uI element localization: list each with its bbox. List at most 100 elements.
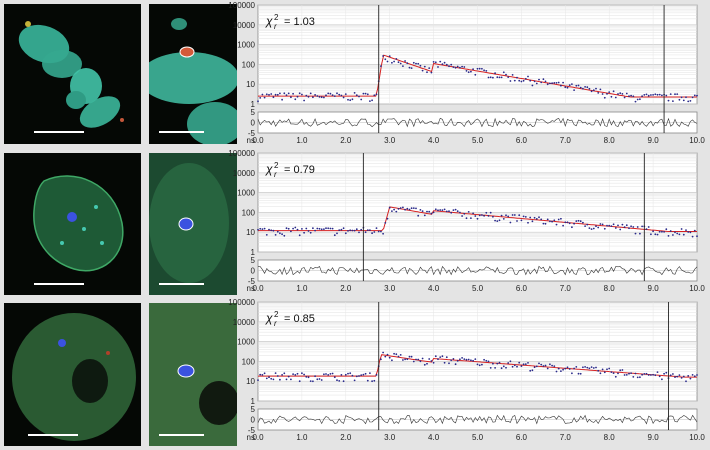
data-point (632, 226, 635, 228)
data-point (261, 228, 264, 231)
data-point (355, 94, 358, 97)
data-point (408, 208, 411, 211)
data-point (327, 92, 330, 95)
data-point (305, 376, 308, 378)
cell-c-overview-graphic (12, 313, 136, 441)
x-tick-label: 7.0 (560, 136, 572, 145)
chi-subscript: r (274, 170, 277, 179)
data-point (263, 96, 266, 99)
data-point (485, 359, 488, 362)
data-point (621, 93, 624, 95)
x-tick-label: 6.0 (516, 433, 528, 442)
data-point (485, 211, 488, 214)
data-point (575, 220, 578, 223)
data-point (358, 231, 360, 234)
data-point (259, 373, 262, 376)
data-point (590, 90, 593, 93)
data-point (325, 373, 327, 375)
data-point (496, 76, 499, 79)
data-point (685, 380, 687, 383)
data-point (560, 370, 562, 372)
data-point (489, 367, 492, 369)
data-point (303, 99, 305, 102)
data-point (610, 225, 613, 228)
data-point (560, 84, 562, 87)
data-point (437, 209, 439, 212)
data-point (595, 87, 597, 90)
data-point (568, 368, 571, 370)
data-point (546, 83, 549, 86)
data-point (630, 372, 632, 374)
data-point (623, 96, 626, 99)
x-tick-label: 4.0 (428, 136, 440, 145)
data-point (395, 210, 398, 213)
data-point (535, 365, 538, 368)
residual-tick-label: -5 (248, 277, 256, 286)
data-point (647, 226, 650, 228)
data-point (652, 373, 654, 376)
x-tick-label: 3.0 (384, 284, 396, 293)
data-point (652, 94, 654, 96)
data-point (309, 380, 312, 382)
data-point (696, 235, 698, 238)
data-point (551, 82, 553, 85)
data-point (406, 358, 409, 361)
data-point (292, 92, 294, 95)
data-point (290, 96, 292, 99)
x-tick-label: 5.0 (472, 284, 484, 293)
data-point (566, 221, 569, 224)
data-point (305, 94, 308, 97)
y-tick-label: 10 (246, 228, 255, 237)
data-point (338, 229, 341, 232)
data-point (505, 214, 507, 217)
data-point (395, 353, 398, 356)
data-point (426, 362, 428, 365)
x-unit-label: ns (247, 433, 255, 442)
data-point (647, 94, 650, 97)
data-point (476, 67, 479, 70)
data-point (426, 210, 428, 213)
data-point (340, 374, 343, 376)
data-point (584, 225, 586, 228)
data-point (360, 98, 363, 101)
data-point (415, 207, 417, 210)
data-point (472, 212, 474, 215)
data-point (296, 228, 299, 231)
cells-a-overview-graphic (18, 21, 124, 128)
data-point (261, 374, 264, 376)
data-point (373, 379, 376, 382)
data-point (316, 378, 319, 381)
data-point (456, 65, 459, 68)
data-point (656, 93, 659, 96)
data-point (434, 208, 437, 211)
x-tick-label: 0.0 (252, 136, 264, 145)
micrograph-c-overview (4, 303, 141, 446)
data-point (404, 358, 406, 361)
data-point (582, 221, 584, 224)
data-point (472, 68, 474, 70)
data-point (577, 372, 580, 375)
data-point (272, 378, 275, 381)
data-point (564, 221, 567, 224)
data-point (452, 209, 455, 212)
data-point (513, 364, 516, 367)
residual-tick-label: 0 (251, 267, 256, 276)
data-point (395, 58, 398, 60)
data-point (483, 69, 485, 72)
data-point (333, 234, 336, 237)
data-point (674, 231, 676, 234)
data-point (691, 374, 694, 376)
residual-trace (258, 265, 698, 276)
data-point (351, 229, 354, 232)
data-point (450, 63, 453, 66)
data-point (696, 94, 698, 97)
data-point (533, 80, 536, 83)
data-point (382, 351, 384, 354)
data-point (617, 372, 619, 375)
data-point (404, 60, 406, 62)
data-point (481, 363, 483, 366)
data-point (397, 61, 400, 64)
data-point (423, 363, 426, 366)
data-point (412, 61, 415, 64)
data-point (459, 66, 461, 69)
